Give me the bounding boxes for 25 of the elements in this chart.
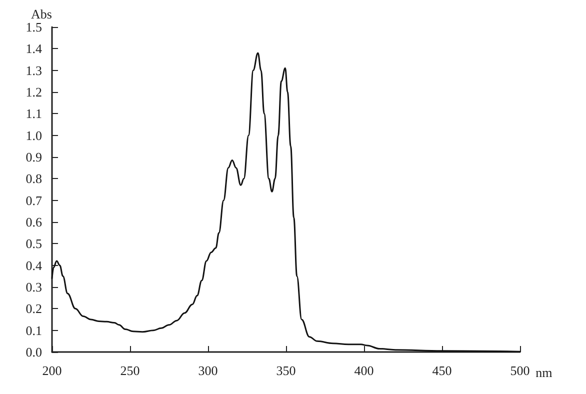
y-tick-label: 1.3 xyxy=(26,62,42,78)
x-tick-label: 500 xyxy=(510,363,530,378)
y-tick-label: 0.6 xyxy=(26,214,42,230)
y-tick-label: 0.1 xyxy=(26,322,42,338)
x-axis-title: nm xyxy=(536,365,552,380)
y-tick-label: 1.1 xyxy=(26,106,42,122)
y-tick-label: 0.8 xyxy=(26,171,42,186)
y-tick-label: 0.0 xyxy=(26,344,42,360)
x-tick-label: 200 xyxy=(42,363,62,378)
y-tick-label: 0.3 xyxy=(26,280,42,294)
y-tick-label: 1.5 xyxy=(26,20,42,34)
x-tick-label: 250 xyxy=(120,363,140,378)
y-tick-label: 0.9 xyxy=(26,150,42,164)
x-tick-label: 300 xyxy=(198,363,218,378)
y-tick-label: 0.5 xyxy=(26,236,42,252)
y-tick-label: 1.0 xyxy=(26,128,42,143)
y-axis-title: Abs xyxy=(31,6,52,22)
x-tick-label: 350 xyxy=(276,363,296,378)
y-tick-label: 0.2 xyxy=(26,301,42,316)
x-tick-label: 400 xyxy=(354,363,374,378)
y-tick-label: 0.4 xyxy=(26,258,42,273)
y-tick-label: 1.2 xyxy=(26,84,42,100)
y-tick-label: 1.4 xyxy=(26,41,42,56)
y-tick-label: 0.7 xyxy=(26,192,42,208)
x-tick-label: 450 xyxy=(432,363,452,378)
